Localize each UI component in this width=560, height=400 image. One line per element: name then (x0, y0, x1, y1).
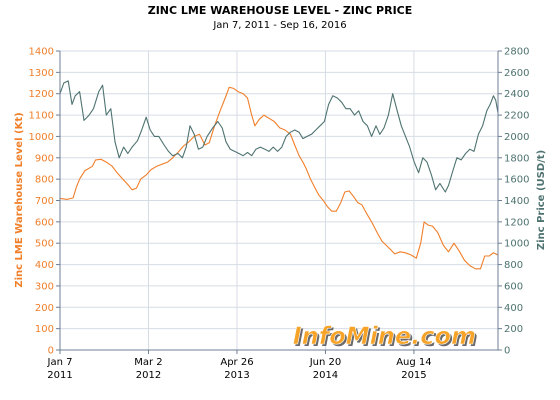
series-line-warehouse (59, 86, 499, 270)
tick-label-x-year: 2013 (224, 370, 249, 381)
grid (60, 50, 498, 350)
tick-label-left: 900 (35, 153, 54, 164)
tick-label-x-year: 2014 (313, 370, 338, 381)
tick-label-left: 100 (35, 324, 54, 335)
tick-label-right: 1400 (504, 196, 529, 207)
tick-label-right: 2600 (504, 68, 529, 79)
series-line-price (59, 80, 499, 193)
watermark: InfoMine.com InfoMine.com (292, 322, 478, 352)
tick-label-left: 1300 (29, 68, 54, 79)
tick-label-left: 200 (35, 303, 54, 314)
tick-label-right: 2000 (504, 132, 529, 143)
tick-label-right: 200 (504, 324, 523, 335)
tick-label-right: 600 (504, 281, 523, 292)
y-axis-left-label: Zinc LME Warehouse Level (Kt) (14, 112, 25, 287)
tick-label-x: Aug 14 (396, 357, 431, 368)
tick-label-right: 2400 (504, 89, 529, 100)
tick-label-left: 800 (35, 175, 54, 186)
watermark-shadow: InfoMine.com (295, 324, 478, 352)
axes: 0 100 200 300 400 500 600 700 800 900 1000 1100 1200… (29, 47, 530, 382)
tick-label-left: 300 (35, 281, 54, 292)
tick-label-right: 1800 (504, 153, 529, 164)
tick-label-left: 1400 (29, 47, 54, 58)
tick-label-left: 1200 (29, 89, 54, 100)
chart-subtitle: Jan 7, 2011 - Sep 16, 2016 (212, 20, 346, 31)
tick-label-left: 500 (35, 239, 54, 250)
tick-label-x-year: 2012 (136, 370, 161, 381)
tick-label-x: Apr 26 (220, 357, 253, 368)
tick-label-x-year: 2011 (47, 370, 72, 381)
tick-label-left: 600 (35, 217, 54, 228)
tick-label-right: 1200 (504, 217, 529, 228)
y-axis-right-label: Zinc Price (USD/t) (536, 150, 547, 250)
tick-label-x: Mar 2 (134, 357, 162, 368)
chart-title: ZINC LME WAREHOUSE LEVEL - ZINC PRICE (148, 4, 413, 17)
watermark-text: InfoMine.com (293, 322, 476, 350)
tick-label-x-year: 2015 (401, 370, 426, 381)
tick-label-right: 2800 (504, 47, 529, 58)
tick-label-x: Jun 20 (309, 357, 342, 368)
tick-label-right: 1000 (504, 239, 529, 250)
tick-label-left: 1000 (29, 132, 54, 143)
tick-label-x: Jan 7 (47, 357, 73, 368)
tick-label-right: 1600 (504, 175, 529, 186)
tick-label-right: 2200 (504, 111, 529, 122)
tick-label-right: 0 (504, 346, 510, 357)
tick-label-left: 700 (35, 196, 54, 207)
tick-label-right: 400 (504, 303, 523, 314)
tick-label-left: 0 (48, 346, 54, 357)
tick-label-right: 800 (504, 260, 523, 271)
series-layer (59, 80, 499, 270)
tick-label-left: 400 (35, 260, 54, 271)
tick-label-left: 1100 (29, 111, 54, 122)
